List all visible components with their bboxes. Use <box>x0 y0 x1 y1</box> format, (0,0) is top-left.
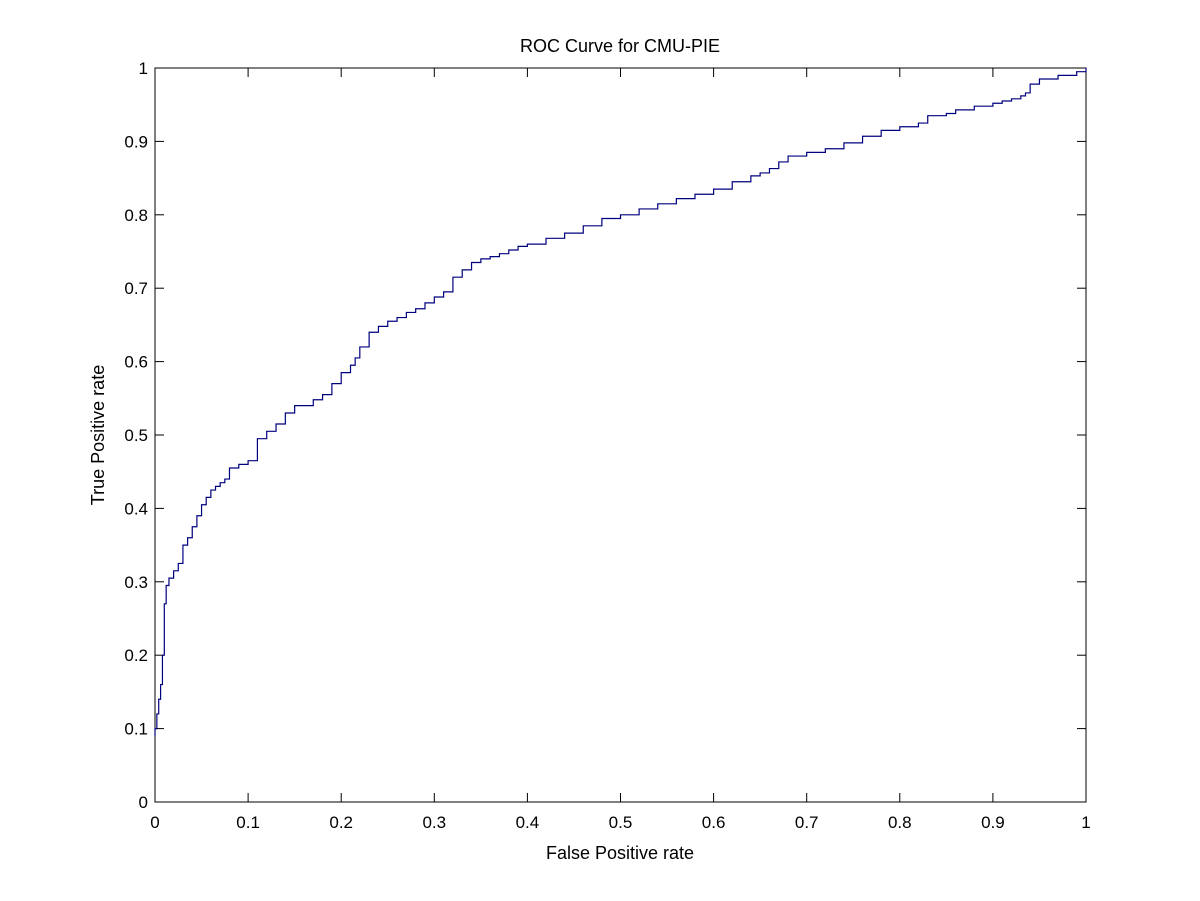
y-tick-label: 0.6 <box>124 353 148 372</box>
y-tick-label: 0.1 <box>124 720 148 739</box>
chart-title: ROC Curve for CMU-PIE <box>520 36 720 56</box>
plot-area <box>154 67 1087 803</box>
x-tick-label: 0.5 <box>609 813 633 832</box>
y-tick-label: 0.4 <box>124 499 148 518</box>
x-tick-labels: 0 0.1 0.2 0.3 0.4 0.5 0.6 0.7 0.8 0.9 1 <box>150 813 1090 832</box>
y-tick-label: 1 <box>139 59 148 78</box>
x-tick-label: 0.1 <box>236 813 260 832</box>
y-axis-label: True Positive rate <box>88 365 108 505</box>
x-tick-label: 0.2 <box>329 813 353 832</box>
y-tick-label: 0.7 <box>124 279 148 298</box>
roc-curve-line <box>154 68 1087 736</box>
y-tick-labels: 0 0.1 0.2 0.3 0.4 0.5 0.6 0.7 0.8 0.9 1 <box>124 59 148 812</box>
y-tick-label: 0.2 <box>124 646 148 665</box>
x-tick-label: 0.7 <box>795 813 819 832</box>
x-tick-label: 1 <box>1081 813 1090 832</box>
y-tick-label: 0 <box>139 793 148 812</box>
x-tick-label: 0 <box>150 813 159 832</box>
x-tick-label: 0.8 <box>888 813 912 832</box>
axis-ticks <box>154 67 1087 803</box>
y-tick-label: 0.5 <box>124 426 148 445</box>
x-tick-label: 0.3 <box>422 813 446 832</box>
y-tick-label: 0.8 <box>124 206 148 225</box>
x-axis-label: False Positive rate <box>546 843 694 863</box>
x-tick-label: 0.4 <box>516 813 540 832</box>
x-tick-label: 0.6 <box>702 813 726 832</box>
x-tick-label: 0.9 <box>981 813 1005 832</box>
y-tick-label: 0.3 <box>124 573 148 592</box>
y-tick-label: 0.9 <box>124 132 148 151</box>
